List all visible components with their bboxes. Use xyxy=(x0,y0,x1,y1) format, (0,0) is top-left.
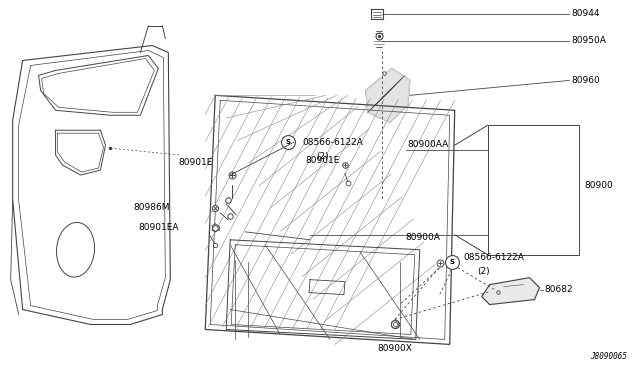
Text: 80944: 80944 xyxy=(572,9,600,18)
Text: 80901E: 80901E xyxy=(179,158,212,167)
Text: 80900: 80900 xyxy=(584,180,613,189)
Text: J8090065: J8090065 xyxy=(590,352,627,361)
Text: 80682: 80682 xyxy=(545,285,573,294)
Text: 80900X: 80900X xyxy=(378,344,412,353)
Polygon shape xyxy=(482,278,540,305)
Bar xyxy=(488,125,579,255)
Text: 80986M: 80986M xyxy=(133,203,170,212)
Text: (2): (2) xyxy=(316,152,328,161)
Text: 80900A: 80900A xyxy=(406,233,441,242)
Text: S: S xyxy=(285,139,291,145)
Text: S: S xyxy=(449,259,454,265)
Text: 08566-6122A: 08566-6122A xyxy=(302,138,363,147)
Text: 80950A: 80950A xyxy=(572,36,606,45)
Text: (2): (2) xyxy=(477,267,490,276)
Text: 80901EA: 80901EA xyxy=(138,223,179,232)
Text: 80960: 80960 xyxy=(572,76,600,85)
Text: 08566-6122A: 08566-6122A xyxy=(464,253,525,262)
Polygon shape xyxy=(366,68,410,122)
Text: 80901E: 80901E xyxy=(305,155,339,164)
Text: 80900AA: 80900AA xyxy=(408,140,449,149)
